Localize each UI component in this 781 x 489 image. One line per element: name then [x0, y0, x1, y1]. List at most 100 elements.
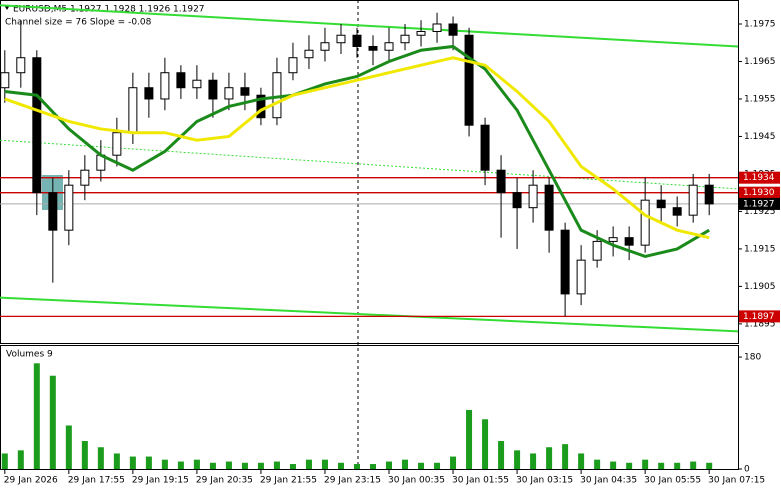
candle-body	[464, 34, 474, 126]
candle-body	[496, 169, 506, 194]
level-label: 1.1930	[743, 188, 775, 198]
volume-bar	[706, 462, 713, 469]
candle-body	[288, 57, 298, 74]
volume-bar	[562, 444, 569, 469]
x-tick-label: 30 Jan 00:35	[388, 476, 445, 486]
volume-bar	[450, 456, 457, 469]
y-tick-label: 1.1915	[744, 244, 776, 254]
volume-bar	[305, 459, 312, 469]
volume-bar	[578, 453, 585, 469]
volume-bar	[1, 453, 8, 469]
candle-body	[656, 199, 666, 209]
candle-body	[16, 57, 26, 74]
y-tick-label: 1.1975	[744, 19, 776, 29]
chart-title: EURUSD,M5 1.1927 1.1928 1.1926 1.1927	[13, 5, 205, 15]
volume-bar	[642, 459, 649, 469]
volume-bar	[161, 459, 168, 469]
candle-body	[80, 169, 90, 186]
volume-bar	[65, 425, 72, 469]
x-tick-label: 29 Jan 21:55	[260, 476, 317, 486]
volume-bar	[129, 456, 136, 469]
volume-bar	[337, 462, 344, 469]
candle-body	[160, 72, 170, 100]
candle-body	[368, 45, 378, 51]
x-tick-label: 30 Jan 04:35	[580, 476, 637, 486]
volume-title: Volumes 9	[6, 350, 53, 360]
volume-bar	[530, 453, 537, 469]
volume-bar	[402, 459, 409, 469]
candle-body	[608, 237, 618, 242]
level-label-box	[739, 171, 780, 184]
channel-line	[0, 296, 739, 333]
x-tick-label: 29 Jan 19:15	[132, 476, 189, 486]
volume-bar	[514, 450, 521, 469]
volume-bar	[81, 441, 88, 469]
candle-body	[208, 79, 218, 100]
y-tick-label: 1.1905	[744, 282, 776, 292]
candle-body	[48, 192, 58, 231]
candle-body	[432, 23, 442, 32]
volume-bar	[225, 461, 232, 469]
volume-bar	[370, 464, 377, 469]
volume-bar	[690, 461, 697, 469]
chart-subtitle: Channel size = 76 Slope = -0.08	[5, 18, 152, 28]
x-tick-label: 29 Jan 20:35	[196, 476, 253, 486]
candle-body	[384, 42, 394, 51]
y-tick-label: 1.1965	[744, 57, 776, 67]
candle-body	[560, 229, 570, 295]
volume-bar	[386, 461, 393, 469]
candle-body	[400, 34, 410, 44]
level-label-box	[739, 186, 780, 199]
candle-body	[544, 184, 554, 231]
volume-bar	[610, 461, 617, 469]
volume-bar	[353, 464, 360, 469]
volume-bar	[546, 447, 553, 469]
channel-line	[0, 139, 739, 190]
volume-bar	[273, 461, 280, 469]
candle-body	[224, 87, 234, 100]
channel-line	[0, 4, 739, 48]
candle-body	[32, 57, 42, 194]
candle-body	[576, 259, 586, 295]
x-tick-label: 29 Jan 23:15	[324, 476, 381, 486]
volume-bar	[498, 441, 505, 469]
volume-bar	[321, 459, 328, 469]
candle-body	[640, 199, 650, 246]
x-tick-label: 30 Jan 07:15	[708, 476, 765, 486]
candle-body	[144, 87, 154, 100]
volume-bar	[49, 375, 56, 469]
volume-bar	[33, 363, 40, 469]
volume-bar	[113, 453, 120, 469]
volume-panel-frame	[0, 345, 739, 470]
level-label: 1.1897	[743, 312, 775, 322]
volume-bar	[209, 462, 216, 469]
candle-body	[272, 72, 282, 119]
candle-body	[304, 49, 314, 59]
volume-bar	[626, 462, 633, 469]
y-tick-label: 1.1925	[744, 207, 776, 217]
candle-body	[528, 184, 538, 209]
last-price-box	[739, 197, 780, 210]
y-tick-label: 1.1955	[744, 94, 776, 104]
candle-body	[624, 237, 634, 246]
volume-bar	[145, 456, 152, 469]
candle-body	[352, 34, 362, 47]
x-tick-label: 30 Jan 03:15	[516, 476, 573, 486]
candle-body	[448, 23, 458, 36]
x-tick-label: 30 Jan 05:55	[644, 476, 701, 486]
x-tick-label: 30 Jan 01:55	[452, 476, 509, 486]
candle-body	[704, 184, 714, 205]
candle-body	[128, 87, 138, 134]
candle-body	[592, 240, 602, 261]
volume-bar	[418, 462, 425, 469]
candle-body	[416, 30, 426, 36]
volume-bar	[257, 462, 264, 469]
volume-bar	[594, 459, 601, 469]
candle-body	[64, 184, 74, 231]
y-tick-label: 1.1945	[744, 132, 776, 142]
level-label: 1.1934	[743, 173, 775, 183]
candle-body	[336, 34, 346, 44]
candle-body	[240, 87, 250, 96]
